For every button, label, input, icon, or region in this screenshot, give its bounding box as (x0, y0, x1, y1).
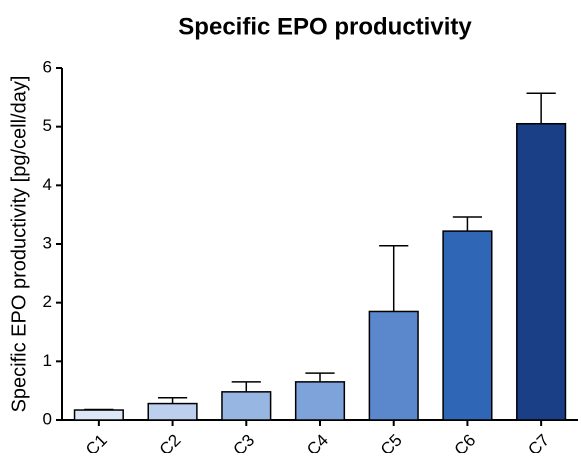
chart-title: Specific EPO productivity (178, 13, 472, 40)
y-tick-label: 5 (43, 116, 52, 135)
bar (368, 310, 419, 421)
x-tick-label: C6 (451, 431, 480, 453)
y-tick-label: 6 (43, 57, 52, 76)
bar (73, 409, 124, 421)
y-tick-label: 0 (43, 409, 52, 428)
bar (516, 122, 567, 421)
y-tick-label: 3 (43, 233, 52, 252)
y-tick-label: 2 (43, 292, 52, 311)
x-tick-label: C7 (524, 431, 553, 453)
x-tick-label: C4 (303, 431, 332, 453)
bar (221, 391, 272, 421)
x-tick-label: C3 (229, 431, 258, 453)
x-tick-label: C1 (82, 431, 111, 453)
x-tick-label: C5 (377, 431, 406, 453)
y-tick-label: 1 (43, 351, 52, 370)
bar (147, 402, 198, 421)
y-tick-label: 4 (43, 175, 52, 194)
x-tick-label: C2 (156, 431, 185, 453)
y-axis-label: Specific EPO productivity [pg/cell/day] (8, 76, 30, 413)
bar (442, 230, 493, 421)
bar (294, 381, 346, 421)
